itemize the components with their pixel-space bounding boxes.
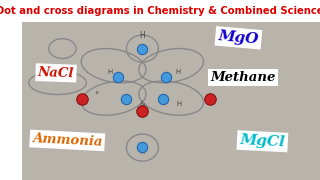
Text: Methane: Methane (211, 71, 276, 84)
FancyBboxPatch shape (22, 22, 320, 180)
FancyBboxPatch shape (0, 0, 320, 22)
Text: H: H (175, 69, 180, 75)
Point (161, 98, 166, 100)
Text: °: ° (94, 91, 98, 100)
Text: H: H (108, 69, 113, 75)
Text: H: H (140, 149, 145, 155)
Text: &: & (140, 101, 145, 107)
Text: ·: · (44, 76, 46, 86)
Point (124, 98, 129, 100)
Text: MgO: MgO (218, 29, 259, 47)
Text: H: H (140, 31, 145, 40)
Point (207, 98, 212, 100)
Point (140, 109, 145, 112)
Point (140, 145, 145, 148)
Point (116, 76, 121, 79)
Text: Ammonia: Ammonia (32, 132, 103, 149)
Text: ·: · (85, 69, 88, 78)
Point (140, 47, 145, 50)
Text: H: H (177, 101, 182, 107)
Point (79, 98, 84, 100)
Text: MgCl: MgCl (239, 133, 285, 149)
Text: NaCl: NaCl (38, 66, 74, 80)
Text: Dot and cross diagrams in Chemistry & Combined Science: Dot and cross diagrams in Chemistry & Co… (0, 6, 320, 16)
Point (164, 76, 169, 79)
